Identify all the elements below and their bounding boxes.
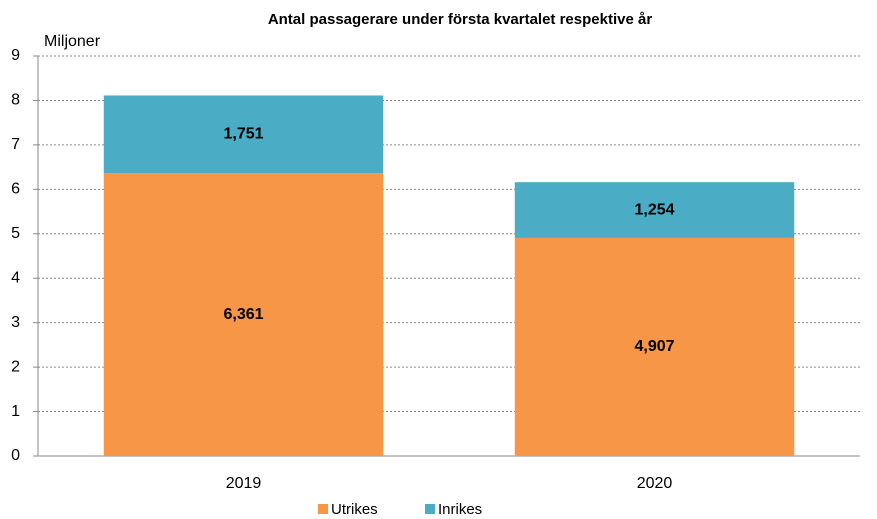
bar-segment [514, 237, 795, 456]
y-tick-label: 8 [11, 92, 20, 109]
y-axis-label: Miljoner [44, 33, 101, 50]
y-tick-label: 9 [11, 47, 20, 64]
legend-label: Inrikes [438, 501, 482, 518]
data-label: 1,254 [634, 201, 674, 218]
bar-segment [103, 95, 384, 174]
data-label: 1,751 [223, 126, 263, 143]
data-label: 4,907 [634, 338, 674, 355]
y-tick-label: 3 [11, 314, 20, 331]
y-tick-label: 4 [11, 269, 20, 286]
data-label: 6,361 [223, 306, 263, 323]
bar-segment [514, 182, 795, 238]
x-tick-label: 2019 [226, 475, 262, 492]
y-tick-label: 5 [11, 225, 20, 242]
legend-swatch [425, 504, 435, 514]
y-tick-label: 6 [11, 181, 20, 198]
y-tick-label: 7 [11, 136, 20, 153]
y-tick-label: 0 [11, 447, 20, 464]
chart-title: Antal passagerare under första kvartalet… [268, 11, 653, 28]
x-tick-label: 2020 [637, 475, 673, 492]
bar-segment [103, 173, 384, 457]
y-tick-label: 1 [11, 403, 20, 420]
y-tick-label: 2 [11, 358, 20, 375]
legend-swatch [318, 504, 328, 514]
legend-label: Utrikes [331, 501, 378, 518]
